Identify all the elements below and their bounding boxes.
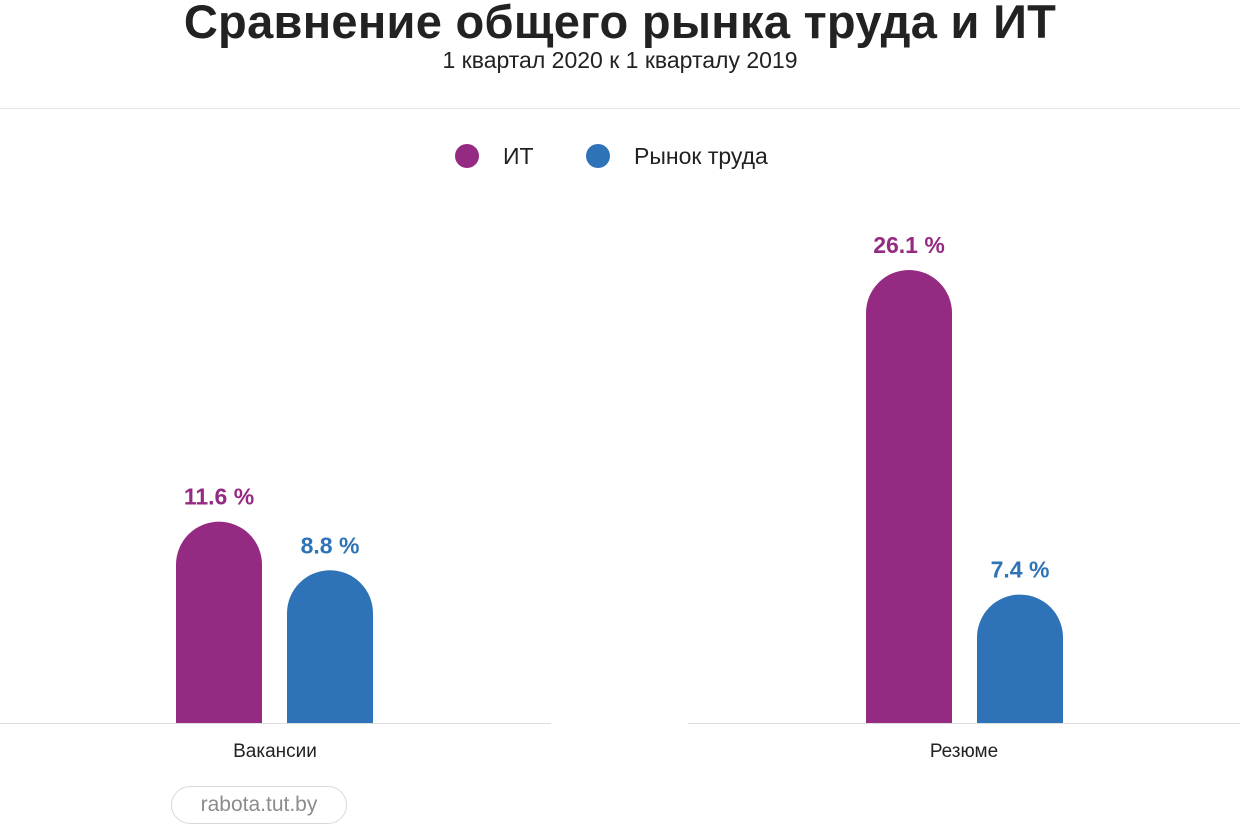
legend-item-it: ИТ	[455, 138, 534, 174]
legend-swatch-labor-market	[586, 144, 610, 168]
bar-it-resumes	[866, 270, 952, 723]
category-label-resumes: Резюме	[930, 741, 998, 762]
source-badge: rabota.tut.by	[171, 786, 347, 824]
value-label-labor-market-resumes: 7.4 %	[991, 557, 1050, 583]
bar-it-vacancies	[176, 521, 262, 723]
bar-labor-market-vacancies	[287, 570, 373, 723]
value-label-labor-market-vacancies: 8.8 %	[301, 532, 360, 558]
category-label-vacancies: Вакансии	[233, 741, 317, 762]
legend-label-it: ИТ	[503, 142, 534, 169]
legend-label-labor-market: Рынок труда	[634, 142, 768, 169]
chart-title: Сравнение общего рынка труда и ИТ	[183, 0, 1057, 48]
legend-swatch-it	[455, 144, 479, 168]
value-label-it-resumes: 26.1 %	[873, 232, 945, 258]
bar-labor-market-resumes	[977, 594, 1063, 723]
header-divider	[0, 108, 1240, 109]
legend-item-labor-market: Рынок труда	[586, 138, 768, 174]
value-label-it-vacancies: 11.6 %	[184, 484, 254, 510]
legend: ИТ Рынок труда	[0, 138, 1240, 174]
chart-subtitle: 1 квартал 2020 к 1 кварталу 2019	[442, 47, 798, 73]
